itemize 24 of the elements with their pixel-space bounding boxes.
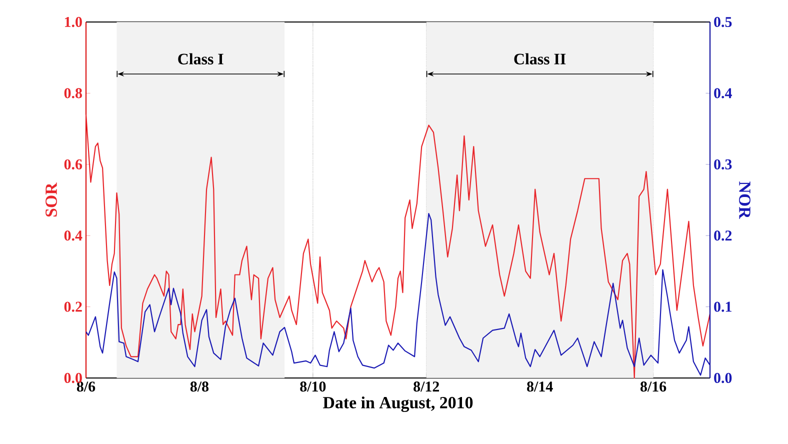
y-tick-label: 0.4 xyxy=(64,230,82,241)
y2-tick-label: 0.5 xyxy=(714,16,732,28)
y2-tick-label: 0.0 xyxy=(714,372,732,384)
y-tick-label: 0.8 xyxy=(64,88,82,98)
band-label: Class II xyxy=(514,53,566,64)
y2-tick-label: 0.1 xyxy=(714,302,732,312)
y2-tick-label: 0.2 xyxy=(714,230,732,241)
y-axis-title: SOR xyxy=(46,182,57,217)
x-tick-label: 8/14 xyxy=(527,382,553,392)
band-label: Class I xyxy=(178,53,224,64)
x-tick-label: 8/8 xyxy=(190,382,209,392)
y2-axis-title: NOR xyxy=(739,182,750,219)
y-tick-label: 1.0 xyxy=(65,16,82,28)
y-tick-label: 0.0 xyxy=(64,372,82,384)
line-series xyxy=(86,212,710,376)
y-tick-label: 0.6 xyxy=(64,159,82,170)
x-axis-title: Date in August, 2010 xyxy=(323,396,473,412)
x-tick-label: 8/16 xyxy=(640,382,666,392)
y-tick-label: 0.2 xyxy=(64,302,82,312)
y2-tick-label: 0.4 xyxy=(714,88,732,98)
x-tick-label: 8/10 xyxy=(300,382,326,392)
y2-tick-label: 0.3 xyxy=(714,159,732,170)
x-tick-label: 8/12 xyxy=(414,382,440,392)
x-tick-label: 8/6 xyxy=(76,382,96,392)
